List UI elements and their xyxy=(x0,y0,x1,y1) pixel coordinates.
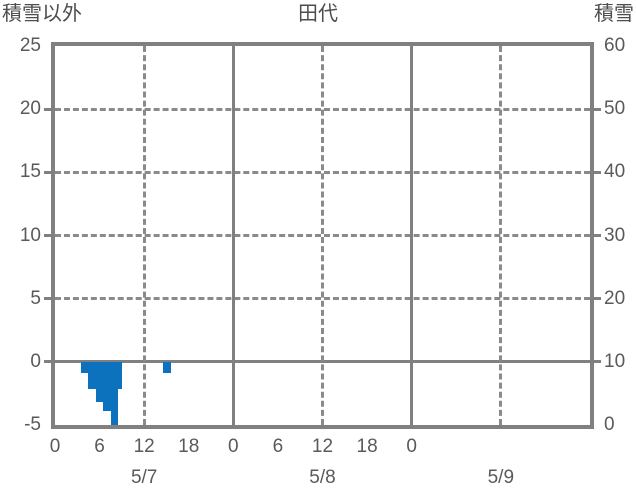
data-bar xyxy=(163,361,171,373)
y-axis-label-left: 20 xyxy=(19,98,41,120)
y-axis-label-right: 60 xyxy=(604,35,626,56)
x-axis-tick-label: 6 xyxy=(272,436,284,457)
tick-mark-left xyxy=(44,107,51,111)
y-axis-label-right: 20 xyxy=(604,287,626,309)
tick-mark-right xyxy=(594,107,601,111)
y-axis-label-right: 40 xyxy=(604,161,626,183)
chart-title: 田代 xyxy=(298,3,338,25)
tick-mark-left xyxy=(44,170,51,174)
x-axis-day-label: 5/7 xyxy=(130,467,158,488)
tick-mark-left xyxy=(44,297,51,301)
x-axis-tick-label: 6 xyxy=(94,436,105,457)
y-axis-label-right: 50 xyxy=(604,98,626,120)
x-axis-tick-label: 0 xyxy=(49,436,61,457)
data-bar xyxy=(95,361,104,403)
gridline-vertical-midday xyxy=(142,46,146,425)
gridline-vertical-midday xyxy=(499,46,503,425)
x-axis-tick-label: 12 xyxy=(311,436,334,457)
data-bar xyxy=(114,361,122,389)
plot-inner xyxy=(55,46,590,425)
tick-mark-right xyxy=(594,297,601,301)
y-axis-label-left: 25 xyxy=(19,35,41,56)
gridline-day-divider xyxy=(410,46,414,425)
plot-area xyxy=(51,42,594,429)
data-bar xyxy=(110,361,119,425)
y-axis-label-right: 10 xyxy=(604,350,626,372)
gridline-vertical-midday xyxy=(321,46,324,425)
data-bar xyxy=(81,361,89,373)
x-axis-tick-label: 0 xyxy=(406,436,417,457)
tick-mark-right xyxy=(594,234,601,237)
data-bar xyxy=(103,361,111,412)
tick-mark-right xyxy=(594,360,601,364)
x-axis-tick-label: 12 xyxy=(133,436,155,457)
right-axis-title: 積雪 xyxy=(594,3,634,25)
tick-mark-left xyxy=(44,234,51,237)
x-axis-tick-label: 0 xyxy=(228,436,239,457)
tick-mark-right xyxy=(594,170,601,174)
y-axis-label-left: 5 xyxy=(30,287,41,309)
y-axis-label-left: 10 xyxy=(19,224,41,246)
x-axis-day-label: 5/8 xyxy=(309,467,336,488)
y-axis-label-left: 15 xyxy=(19,161,41,183)
y-axis-label-right: 30 xyxy=(604,224,626,246)
tick-mark-left xyxy=(44,360,51,364)
y-axis-label-left: 0 xyxy=(30,350,41,372)
left-axis-title: 積雪以外 xyxy=(2,3,82,25)
x-axis-tick-label: 18 xyxy=(178,436,200,457)
gridline-day-divider xyxy=(231,46,235,425)
y-axis-label-left: -5 xyxy=(24,414,41,435)
x-axis-tick-label: 18 xyxy=(356,436,378,457)
x-axis-day-label: 5/9 xyxy=(487,467,515,488)
y-axis-label-right: 0 xyxy=(604,414,615,435)
data-bar xyxy=(88,361,96,389)
